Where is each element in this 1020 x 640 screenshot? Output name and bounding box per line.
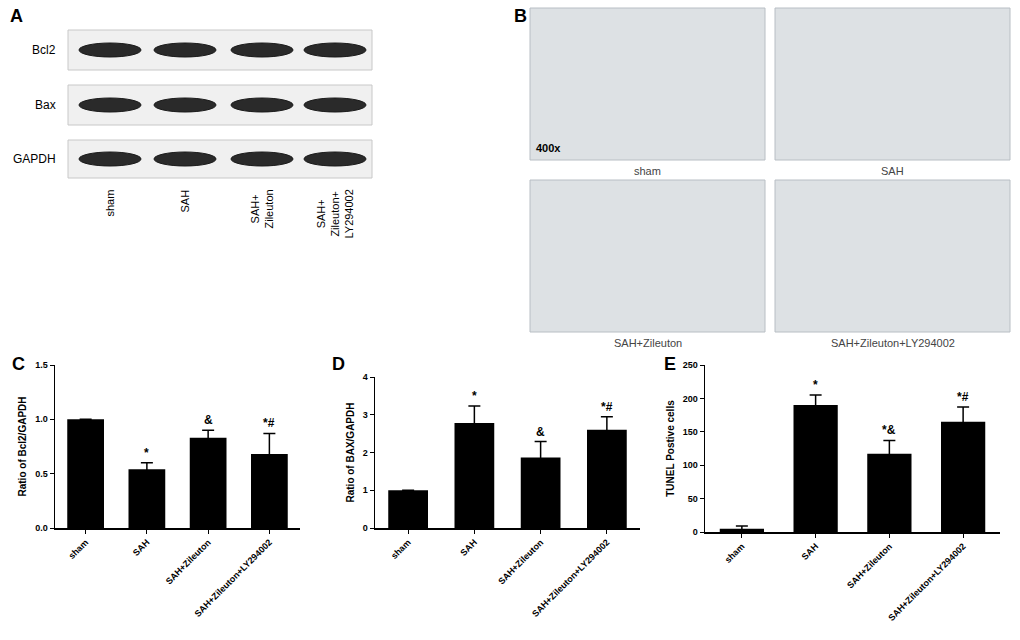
svg-text:SAH+Zileuton: SAH+Zileuton bbox=[164, 537, 213, 586]
svg-text:Ratio of BAX/GAPDH: Ratio of BAX/GAPDH bbox=[345, 403, 356, 503]
svg-text:sham: sham bbox=[634, 165, 661, 177]
svg-text:1.0: 1.0 bbox=[35, 414, 48, 424]
svg-text:*: * bbox=[144, 446, 149, 460]
svg-text:sham: sham bbox=[67, 537, 91, 561]
svg-text:SAH+Zileuton+LY294002: SAH+Zileuton+LY294002 bbox=[530, 537, 611, 618]
svg-text:SAH+Zileuton+LY294002: SAH+Zileuton+LY294002 bbox=[886, 541, 967, 622]
svg-text:D: D bbox=[332, 354, 345, 374]
svg-text:SAH: SAH bbox=[458, 537, 479, 558]
svg-text:3: 3 bbox=[363, 410, 368, 420]
svg-text:0.0: 0.0 bbox=[35, 523, 48, 533]
svg-text:Ratio of Bcl2/GAPDH: Ratio of Bcl2/GAPDH bbox=[17, 396, 28, 496]
svg-text:400x: 400x bbox=[536, 142, 561, 154]
svg-text:SAH+Zileuton: SAH+Zileuton bbox=[249, 189, 275, 228]
svg-text:&: & bbox=[204, 413, 213, 427]
svg-text:0: 0 bbox=[693, 527, 698, 537]
svg-text:SAH: SAH bbox=[131, 537, 152, 558]
svg-text:sham: sham bbox=[389, 537, 413, 561]
svg-text:4: 4 bbox=[363, 372, 368, 382]
svg-text:*: * bbox=[472, 389, 477, 403]
svg-text:C: C bbox=[12, 354, 25, 374]
svg-text:150: 150 bbox=[683, 427, 698, 437]
svg-text:B: B bbox=[514, 6, 527, 26]
svg-text:SAH+Zileuton+LY294002: SAH+Zileuton+LY294002 bbox=[193, 537, 274, 618]
svg-text:SAH+Zileuton: SAH+Zileuton bbox=[496, 537, 545, 586]
svg-text:E: E bbox=[664, 354, 676, 374]
svg-text:SAH+Zileuton+LY294002: SAH+Zileuton+LY294002 bbox=[831, 337, 955, 349]
svg-text:sham: sham bbox=[104, 190, 116, 217]
svg-text:1.5: 1.5 bbox=[35, 360, 48, 370]
svg-text:SAH+Zileuton: SAH+Zileuton bbox=[614, 337, 682, 349]
svg-text:&: & bbox=[536, 425, 545, 439]
svg-text:*: * bbox=[813, 378, 818, 392]
svg-text:0.5: 0.5 bbox=[35, 469, 48, 479]
svg-text:*#: *# bbox=[263, 416, 275, 430]
svg-text:0: 0 bbox=[363, 523, 368, 533]
svg-text:Bcl2: Bcl2 bbox=[32, 43, 56, 57]
svg-text:200: 200 bbox=[683, 394, 698, 404]
svg-text:50: 50 bbox=[688, 494, 698, 504]
svg-text:SAH+Zileuton+LY294002: SAH+Zileuton+LY294002 bbox=[315, 189, 356, 238]
svg-text:*&: *& bbox=[882, 423, 896, 437]
svg-text:2: 2 bbox=[363, 448, 368, 458]
svg-text:sham: sham bbox=[723, 541, 747, 565]
svg-text:SAH+Zileuton: SAH+Zileuton bbox=[845, 541, 894, 590]
svg-text:SAH: SAH bbox=[881, 165, 904, 177]
svg-text:GAPDH: GAPDH bbox=[13, 152, 56, 166]
svg-text:SAH: SAH bbox=[179, 190, 191, 213]
svg-text:TUNEL Postive cells: TUNEL Postive cells bbox=[665, 400, 676, 497]
svg-text:*#: *# bbox=[957, 390, 969, 404]
svg-text:SAH: SAH bbox=[800, 541, 821, 562]
svg-text:A: A bbox=[10, 6, 23, 26]
svg-text:1: 1 bbox=[363, 485, 368, 495]
svg-text:Bax: Bax bbox=[35, 98, 56, 112]
svg-text:100: 100 bbox=[683, 460, 698, 470]
svg-text:*#: *# bbox=[601, 400, 613, 414]
svg-text:250: 250 bbox=[683, 360, 698, 370]
